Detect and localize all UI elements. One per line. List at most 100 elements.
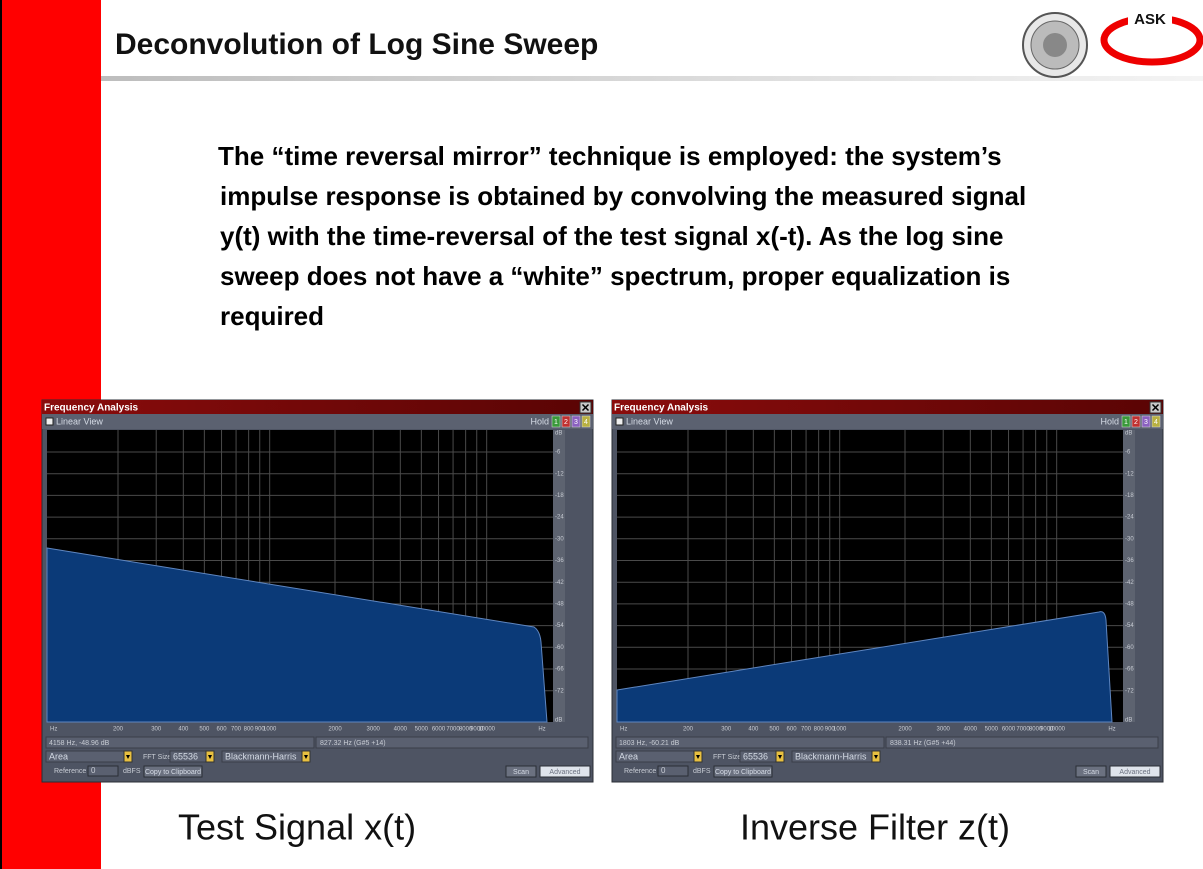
linear-view-checkbox[interactable]	[45, 417, 54, 426]
y-label: -66	[1125, 667, 1134, 673]
y-label: dB	[1125, 718, 1132, 724]
y-label: -42	[1125, 580, 1134, 586]
hold-button[interactable]	[1151, 415, 1161, 428]
hold-button[interactable]	[581, 415, 591, 428]
x-label: 1000	[833, 727, 847, 733]
y-label: -54	[555, 623, 564, 629]
y-label: dB	[1125, 431, 1132, 437]
y-label: -66	[555, 667, 564, 673]
reference-value: 0	[91, 766, 96, 775]
y-label: -30	[1125, 536, 1134, 542]
x-label: 9000	[1040, 727, 1054, 733]
dropdown-arrow	[304, 755, 308, 759]
hold-button[interactable]	[561, 415, 571, 428]
button-label: Advanced	[549, 769, 580, 776]
logo-text: ASK	[1134, 11, 1166, 28]
fft-size-dropdown[interactable]: 65536	[739, 750, 785, 763]
dropdown-arrow	[696, 755, 700, 759]
window-dropdown[interactable]: Blackmann-Harris	[221, 750, 311, 763]
spectrum	[46, 547, 548, 723]
x-label: Hz	[1108, 727, 1115, 733]
x-label: Hz	[620, 727, 627, 733]
button-label: Scan	[513, 769, 529, 776]
x-label: 4000	[394, 727, 408, 733]
slide-title: Deconvolution of Log Sine Sweep	[115, 28, 598, 61]
button-label: Advanced	[1119, 769, 1150, 776]
y-label: -30	[555, 536, 564, 542]
hold-button-label: 1	[554, 419, 558, 426]
hold-label: Hold	[530, 416, 549, 426]
y-axis-strip	[1123, 430, 1135, 722]
window-dropdown[interactable]: Blackmann-Harris	[791, 750, 881, 763]
y-label: -18	[555, 493, 564, 499]
x-label: 700	[231, 727, 242, 733]
analyzer-window: Frequency Analysis Linear View Hold 1 2 3 4 dB -…	[611, 399, 1164, 783]
y-label: dB	[555, 431, 562, 437]
hold-button[interactable]	[551, 415, 561, 428]
linear-view-checkbox[interactable]	[615, 417, 624, 426]
button-box	[713, 765, 773, 778]
reference-input[interactable]	[657, 765, 689, 777]
x-label: 10000	[478, 727, 495, 733]
hold-button[interactable]	[1131, 415, 1141, 428]
x-label: 4000	[964, 727, 978, 733]
close-button[interactable]	[1149, 401, 1162, 414]
hold-button-label: 4	[1154, 419, 1158, 426]
hold-button[interactable]	[1121, 415, 1131, 428]
dropdown-value: Area	[619, 751, 638, 761]
toolbar	[612, 414, 1163, 429]
scan-button[interactable]: Scan	[1075, 765, 1107, 778]
x-label: 600	[217, 727, 228, 733]
x-label: 300	[151, 727, 162, 733]
copy-button[interactable]: Copy to Clipboard	[143, 765, 203, 778]
fft-size-dropdown[interactable]: 65536	[169, 750, 215, 763]
dropdown-arrow	[778, 755, 782, 759]
analyzer-window: Frequency Analysis Linear View Hold 1 2 3 4 dB -…	[41, 399, 594, 783]
title-rule	[101, 76, 1203, 81]
title-bar	[612, 400, 1163, 414]
y-label: -54	[1125, 623, 1134, 629]
spectrum	[616, 611, 1113, 723]
hold-button[interactable]	[571, 415, 581, 428]
y-label: -24	[1125, 515, 1134, 521]
mode-dropdown[interactable]: Area	[45, 750, 133, 763]
reference-input[interactable]	[87, 765, 119, 777]
hold-button[interactable]	[1141, 415, 1151, 428]
x-label: 800	[244, 727, 255, 733]
pitch-readout: 827.32 Hz (G#5 +14)	[320, 740, 386, 747]
x-label: 6000	[1002, 727, 1016, 733]
close-icon	[581, 403, 590, 412]
y-label: -72	[1125, 688, 1134, 694]
advanced-button[interactable]: Advanced	[1109, 765, 1161, 778]
y-label: -36	[555, 558, 564, 564]
x-label: 6000	[432, 727, 446, 733]
toolbar	[42, 414, 593, 429]
x-label: 3000	[367, 727, 381, 733]
cursor-readout: 1803 Hz, -60.21 dB	[619, 740, 680, 747]
x-label: 200	[113, 727, 124, 733]
fft-size-label: FFT Size	[713, 754, 741, 761]
window-title: Frequency Analysis	[44, 403, 139, 414]
copy-button[interactable]: Copy to Clipboard	[713, 765, 773, 778]
status-box	[315, 736, 589, 749]
close-button[interactable]	[579, 401, 592, 414]
hold-button-label: 3	[574, 419, 578, 426]
advanced-button[interactable]: Advanced	[539, 765, 591, 778]
dropdown-value: 65536	[173, 751, 198, 761]
mode-dropdown[interactable]: Area	[615, 750, 703, 763]
x-label: 7000	[446, 727, 460, 733]
x-label: 400	[178, 727, 189, 733]
reference-unit: dBFS	[123, 768, 141, 775]
button-label: Copy to Clipboard	[715, 769, 771, 776]
paragraph-line: The “time reversal mirror” technique is …	[218, 141, 1002, 171]
y-label: -72	[555, 688, 564, 694]
hold-button-label: 1	[1124, 419, 1128, 426]
reference-value: 0	[661, 766, 666, 775]
x-label: 400	[748, 727, 759, 733]
scan-button[interactable]: Scan	[505, 765, 537, 778]
reference-label: Reference	[54, 768, 86, 775]
status-box	[885, 736, 1159, 749]
x-label: 5000	[415, 727, 429, 733]
